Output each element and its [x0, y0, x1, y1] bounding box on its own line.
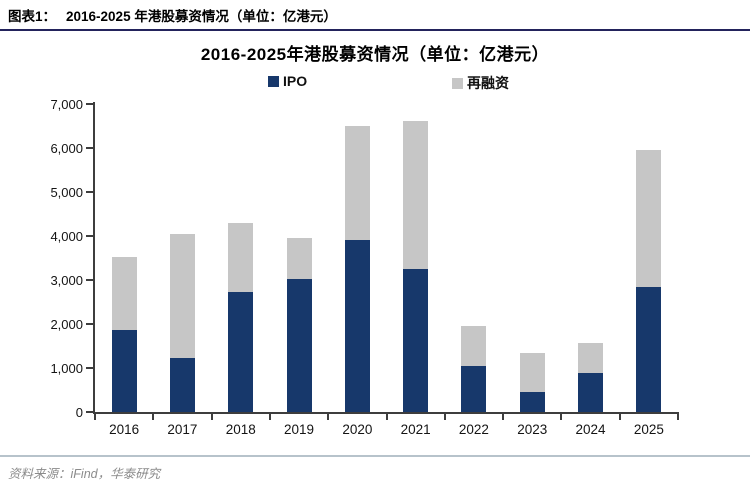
legend-label: IPO: [283, 73, 308, 89]
legend-item-ipo: IPO: [268, 73, 307, 89]
x-axis-tick: [677, 414, 679, 420]
y-axis-tick-label: 1,000: [50, 360, 83, 376]
bar-segment-refinance: [578, 343, 604, 374]
figure-number-label: 图表1：: [8, 9, 57, 24]
y-axis-tick: [86, 367, 93, 369]
x-axis-label: 2024: [575, 422, 606, 437]
bar-segment-ipo: [228, 292, 254, 412]
bar-segment-ipo: [344, 240, 370, 412]
bar-segment-ipo: [578, 373, 604, 412]
bar-segment-refinance: [286, 238, 312, 279]
legend-label: 再融资: [467, 75, 509, 91]
x-axis-tick: [152, 414, 155, 420]
legend-swatch-icon: [452, 77, 463, 89]
plot-area: 0 1,000 2,000 3,000 4,000 5,000 6,000 7,000 2016…: [50, 97, 679, 437]
bar-segment-ipo: [403, 269, 429, 412]
bar-segment-refinance: [228, 222, 254, 293]
figure-header: 图表1： 2016-2025 年港股募资情况（单位：亿港元）: [0, 0, 750, 31]
stacked-bar-2022: [461, 326, 487, 412]
y-axis-tick-label: 5,000: [50, 184, 83, 200]
bar-segment-refinance: [403, 120, 429, 269]
stacked-bar-2021: [403, 120, 429, 412]
x-axis-tick: [618, 414, 621, 420]
x-axis-line: [93, 412, 679, 414]
y-axis-tick: [86, 147, 93, 149]
figure-header-title: 2016-2025 年港股募资情况（单位：亿港元）: [66, 9, 337, 24]
y-axis-tick-label: 3,000: [50, 272, 83, 288]
bar-segment-ipo: [286, 278, 312, 412]
x-axis-label: 2016: [109, 422, 140, 437]
y-axis-line: [93, 102, 95, 414]
x-axis-tick: [94, 414, 96, 420]
y-axis-tick: [86, 191, 93, 193]
stacked-bar-2017: [169, 233, 195, 412]
stacked-bar-2023: [519, 352, 545, 412]
x-axis-tick: [502, 414, 505, 420]
bar-segment-ipo: [461, 366, 487, 412]
stacked-bar-2024: [578, 343, 604, 412]
y-axis-tick-label: 4,000: [50, 228, 83, 244]
x-axis-tick: [385, 414, 388, 420]
y-axis-tick-label: 2,000: [50, 316, 83, 332]
bar-segment-refinance: [111, 256, 137, 330]
x-axis-label: 2019: [284, 422, 315, 437]
x-axis-tick: [560, 414, 563, 420]
x-axis-label: 2022: [458, 422, 489, 437]
y-axis-tick: [86, 235, 93, 237]
figure-source: 资料来源：iFind，华泰研究: [0, 455, 750, 482]
y-axis-tick-label: 0: [75, 404, 83, 420]
x-axis-label: 2025: [633, 422, 664, 437]
y-axis-tick-label: 6,000: [50, 140, 83, 156]
bar-segment-refinance: [461, 326, 487, 367]
y-axis-tick: [86, 323, 93, 325]
legend-item-refinance: 再融资: [452, 73, 509, 93]
x-axis-label: 2021: [400, 422, 431, 437]
legend-swatch-icon: [268, 75, 279, 87]
y-axis-tick: [86, 103, 93, 105]
bar-segment-ipo: [111, 329, 137, 412]
x-axis-label: 2017: [167, 422, 198, 437]
bar-segment-ipo: [636, 286, 662, 412]
x-axis-tick: [443, 414, 446, 420]
stacked-bar-2019: [286, 238, 312, 412]
bar-segment-refinance: [344, 126, 370, 241]
chart-legend: IPO 再融资: [0, 73, 750, 91]
bar-segment-ipo: [169, 358, 195, 412]
chart-title: 2016-2025年港股募资情况（单位：亿港元）: [200, 45, 550, 64]
y-axis-tick: [86, 411, 93, 413]
stacked-bar-2020: [344, 126, 370, 412]
bar-segment-refinance: [169, 233, 195, 359]
y-axis-tick: [86, 279, 93, 281]
x-axis-label: 2020: [342, 422, 373, 437]
stacked-bar-2016: [111, 256, 137, 412]
bar-segment-refinance: [519, 352, 545, 392]
x-axis-tick: [327, 414, 330, 420]
stacked-bar-2025: [636, 150, 662, 412]
x-axis-tick: [268, 414, 271, 420]
stacked-bar-2018: [228, 222, 254, 412]
y-axis-tick-label: 7,000: [50, 96, 83, 112]
x-axis-label: 2018: [225, 422, 256, 437]
x-axis-tick: [210, 414, 213, 420]
x-axis-label: 2023: [517, 422, 548, 437]
bar-segment-refinance: [636, 150, 662, 287]
bar-segment-ipo: [519, 391, 545, 412]
